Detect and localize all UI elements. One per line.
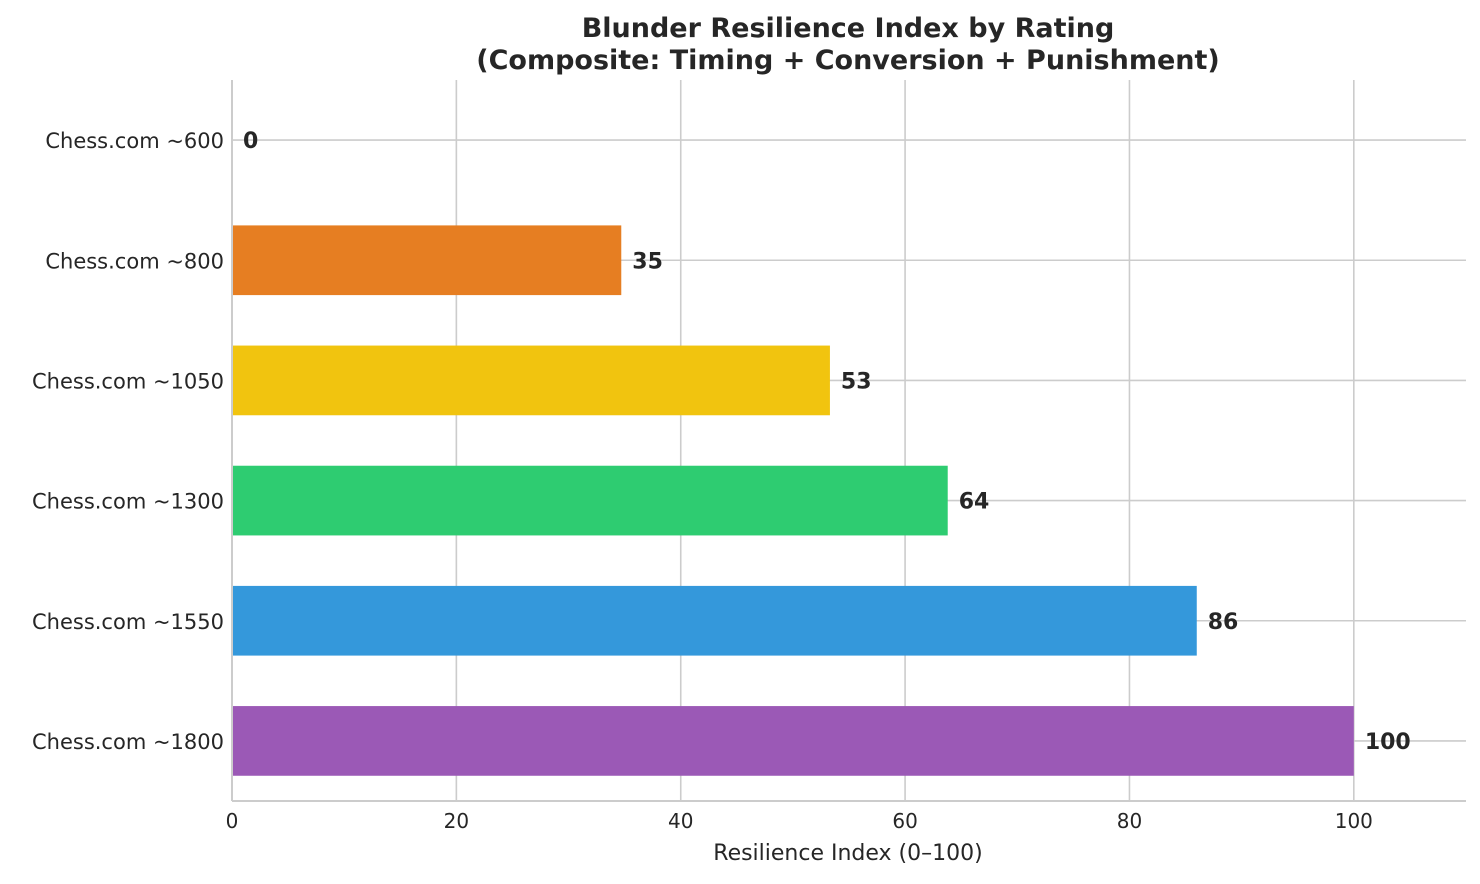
chart-title: Blunder Resilience Index by Rating <box>582 13 1115 44</box>
bar-value-label: 35 <box>632 249 663 274</box>
y-category-label: Chess.com ~1550 <box>32 610 224 634</box>
axes: 0 20 40 60 80 100 Chess.com ~600 Chess.com ~800… <box>32 80 1466 833</box>
y-category-label: Chess.com ~1800 <box>32 730 224 754</box>
bar-value-label: 0 <box>243 129 258 154</box>
x-tick-label: 80 <box>1117 809 1142 833</box>
y-category-label: Chess.com ~800 <box>45 249 224 273</box>
bar-chess-com-1050 <box>232 345 830 416</box>
bar-chess-com-1550 <box>232 585 1197 656</box>
y-category-label: Chess.com ~600 <box>45 129 224 153</box>
grid-lines <box>232 80 1466 801</box>
chart-subtitle: (Composite: Timing + Conversion + Punish… <box>476 45 1220 76</box>
bar-chess-com-1800 <box>232 706 1354 776</box>
x-tick-label: 0 <box>226 809 239 833</box>
bar-value-label: 53 <box>841 369 872 394</box>
bar-chess-com-800 <box>232 225 622 296</box>
bar-value-label: 100 <box>1365 730 1411 755</box>
bars: 0 35 53 64 86 100 <box>232 129 1411 776</box>
x-tick-label: 100 <box>1335 809 1373 833</box>
bar-chess-com-1300 <box>232 465 948 536</box>
y-category-label: Chess.com ~1050 <box>32 369 224 393</box>
bar-value-label: 64 <box>959 490 990 515</box>
y-category-label: Chess.com ~1300 <box>32 490 224 514</box>
bar-value-label: 86 <box>1208 610 1239 635</box>
x-tick-label: 20 <box>444 809 469 833</box>
x-tick-label: 60 <box>892 809 917 833</box>
x-axis-label: Resilience Index (0–100) <box>713 841 982 866</box>
x-tick-label: 40 <box>668 809 693 833</box>
